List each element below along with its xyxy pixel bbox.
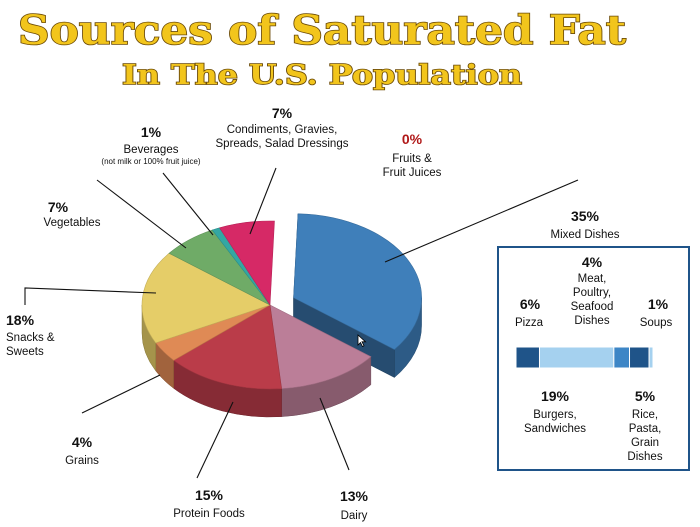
leader-line-snacks: [24, 287, 157, 305]
label-fruits-name-line: Fruit Juices: [383, 167, 442, 179]
leader-line-mixed: [384, 179, 579, 263]
label-beverages: 1% Beverages (not milk or 100% fruit jui…: [101, 124, 200, 166]
label-snacks-sweets-pct: 18%: [6, 312, 35, 328]
breakdown-meat-pct: 4%: [582, 254, 603, 270]
breakdown-burgers-name-line: Burgers,: [533, 409, 576, 421]
leader-line-beverages: [162, 172, 214, 236]
pie-slice-mixed: [293, 213, 422, 350]
breakdown-rice-name-line: Rice,: [632, 409, 658, 421]
label-condiments-name-line: Spreads, Salad Dressings: [216, 138, 349, 150]
label-mixed-dishes-name: Mixed Dishes: [550, 229, 619, 241]
label-beverages-pct: 1%: [141, 124, 162, 140]
label-beverages-note: (not milk or 100% fruit juice): [101, 157, 200, 166]
breakdown-rice-name-line: Grain: [631, 437, 659, 449]
chart-subtitle: In The U.S. Population: [122, 60, 522, 91]
breakdown-segment-meat: [613, 346, 631, 369]
label-condiments-pct: 7%: [272, 105, 293, 121]
chart-title: Sources of Saturated Fat: [18, 7, 627, 54]
pie-slice-dairy: [269, 304, 372, 389]
pie-slice-snacks: [141, 252, 271, 344]
mouse-cursor-icon: [357, 334, 367, 348]
pie-top-faces: [141, 213, 422, 390]
leader-line-dairy: [319, 397, 350, 471]
label-protein-foods-pct: 15%: [195, 487, 224, 503]
breakdown-label-rice: 5% Rice, Pasta, Grain Dishes: [627, 388, 662, 463]
label-dairy-pct: 13%: [340, 488, 369, 504]
leader-line-protein: [196, 401, 234, 479]
pie-slice-condiments: [219, 220, 275, 306]
breakdown-meat-name: Meat, Poultry, Seafood Dishes: [571, 273, 614, 327]
breakdown-rice-name-line: Dishes: [627, 451, 662, 463]
leader-lines: [24, 167, 579, 479]
breakdown-soups-name: Soups: [640, 317, 673, 329]
label-protein-foods-name: Protein Foods: [173, 508, 245, 520]
pie-chart: [141, 213, 422, 418]
breakdown-burgers-pct: 19%: [541, 388, 570, 404]
breakdown-meat-name-line: Meat,: [578, 273, 607, 285]
label-snacks-sweets-name: Snacks & Sweets: [6, 332, 55, 358]
label-snacks-sweets-name-line: Sweets: [6, 346, 44, 358]
pie-slice-protein: [173, 304, 282, 390]
label-fruits-name: Fruits & Fruit Juices: [383, 153, 442, 179]
breakdown-segment-pizza: [515, 346, 540, 369]
breakdown-pizza-pct: 6%: [520, 296, 541, 312]
breakdown-label-soups: 1% Soups: [640, 296, 673, 329]
label-mixed-dishes-pct: 35%: [571, 208, 600, 224]
breakdown-stacked-bar: [515, 346, 654, 369]
label-vegetables-pct: 7%: [48, 199, 69, 215]
breakdown-burgers-name-line: Sandwiches: [524, 423, 586, 435]
breakdown-meat-name-line: Poultry,: [573, 287, 611, 299]
label-vegetables-name: Vegetables: [44, 217, 101, 229]
breakdown-label-meat: 4% Meat, Poultry, Seafood Dishes: [571, 254, 614, 327]
breakdown-meat-name-line: Dishes: [574, 315, 609, 327]
leader-line-vegetables: [96, 179, 187, 249]
breakdown-burgers-name: Burgers, Sandwiches: [524, 409, 586, 435]
label-fruits-name-line: Fruits &: [392, 153, 432, 165]
label-dairy: 13% Dairy: [340, 488, 369, 522]
label-condiments-name: Condiments, Gravies, Spreads, Salad Dress…: [216, 124, 349, 150]
label-condiments-name-line: Condiments, Gravies,: [227, 124, 338, 136]
breakdown-pizza-name: Pizza: [515, 317, 544, 329]
breakdown-rice-name-line: Pasta,: [629, 423, 662, 435]
label-snacks-sweets: 18% Snacks & Sweets: [6, 312, 55, 358]
breakdown-segment-burgers: [538, 346, 615, 369]
label-grains-name: Grains: [65, 455, 99, 467]
leader-line-condiments: [249, 167, 277, 235]
label-fruits-pct: 0%: [402, 131, 423, 147]
breakdown-rice-pct: 5%: [635, 388, 656, 404]
leader-line-grains: [81, 374, 161, 414]
breakdown-label-burgers: 19% Burgers, Sandwiches: [524, 388, 586, 435]
mixed-dishes-breakdown: 6% Pizza 19% Burgers, Sandwiches 4% Meat,…: [497, 246, 690, 471]
label-grains: 4% Grains: [65, 434, 99, 467]
breakdown-segment-rice: [629, 346, 650, 369]
label-grains-pct: 4%: [72, 434, 93, 450]
label-mixed-dishes: 35% Mixed Dishes: [550, 208, 619, 241]
breakdown-meat-name-line: Seafood: [571, 301, 614, 313]
label-vegetables: 7% Vegetables: [44, 199, 101, 229]
breakdown-frame: [497, 246, 690, 471]
breakdown-soups-pct: 1%: [648, 296, 669, 312]
label-condiments: 7% Condiments, Gravies, Spreads, Salad Dr…: [216, 105, 349, 150]
label-fruits: 0% Fruits & Fruit Juices: [383, 131, 442, 179]
breakdown-rice-name: Rice, Pasta, Grain Dishes: [627, 409, 662, 463]
label-beverages-name: Beverages: [124, 144, 179, 156]
label-protein-foods: 15% Protein Foods: [173, 487, 245, 520]
breakdown-segment-soups: [648, 346, 654, 369]
breakdown-label-pizza: 6% Pizza: [515, 296, 544, 329]
label-snacks-sweets-name-line: Snacks &: [6, 332, 55, 344]
label-dairy-name: Dairy: [341, 510, 368, 522]
